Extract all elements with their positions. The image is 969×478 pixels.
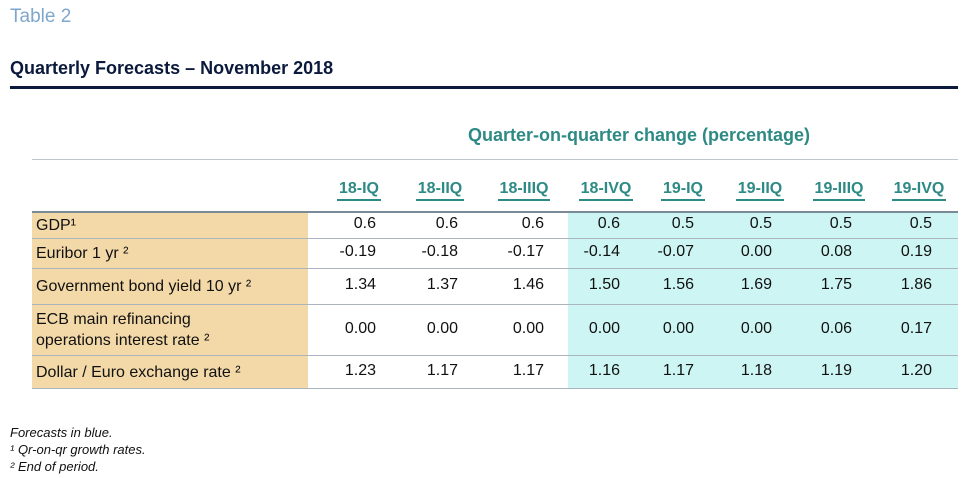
caption-divider [32, 159, 958, 160]
row-label-ecb: ECB main refinancing operations interest… [36, 309, 209, 351]
footnotes: Forecasts in blue. ¹ Qr-on-qr growth rat… [10, 424, 146, 475]
table-cell: -0.18 [421, 243, 458, 260]
row-divider [32, 304, 958, 305]
table-cell: 1.56 [662, 276, 694, 293]
table-cell: 0.6 [597, 215, 620, 232]
table-cell: 1.17 [662, 362, 694, 379]
table-cell: 1.20 [900, 362, 932, 379]
footnote-forecasts: Forecasts in blue. [10, 425, 113, 440]
column-header-19-iq: 19-IQ [646, 180, 720, 201]
table-bottom-rule [32, 388, 958, 389]
column-header-19-iiq: 19-IIQ [722, 180, 798, 201]
table-cell: -0.17 [507, 243, 544, 260]
table-cell: 0.5 [749, 215, 772, 232]
row-label-dollar-euro: Dollar / Euro exchange rate ² [36, 364, 241, 381]
row-divider [32, 238, 958, 239]
row-label-background [32, 212, 308, 388]
column-header-19-ivq: 19-IVQ [880, 180, 958, 201]
table-cell: 1.16 [588, 362, 620, 379]
row-divider [32, 355, 958, 356]
row-label-line: operations interest rate ² [36, 332, 210, 349]
row-label-euribor: Euribor 1 yr ² [36, 245, 129, 262]
table-cell: -0.07 [657, 243, 694, 260]
table-cell: 1.17 [512, 362, 544, 379]
table-cell: 1.34 [344, 276, 376, 293]
column-header-18-iq: 18-IQ [320, 180, 398, 201]
table-cell: -0.14 [583, 243, 620, 260]
table-cell: 0.06 [820, 320, 852, 337]
table-cell: 1.19 [820, 362, 852, 379]
table-cell: 1.69 [740, 276, 772, 293]
footnote-2: ² End of period. [10, 459, 99, 474]
row-divider [32, 268, 958, 269]
table-cell: 1.18 [740, 362, 772, 379]
row-label-line: ECB main refinancing [36, 311, 191, 328]
column-header-18-ivq: 18-IVQ [568, 180, 644, 201]
table-cell: 0.00 [512, 320, 544, 337]
table-cell: 0.19 [900, 243, 932, 260]
table-cell: 1.17 [426, 362, 458, 379]
table-top-rule [32, 211, 958, 213]
table-cell: 1.46 [512, 276, 544, 293]
table-cell: 0.6 [435, 215, 458, 232]
table-cell: 0.6 [353, 215, 376, 232]
table-caption: Quarter-on-quarter change (percentage) [467, 125, 811, 145]
table-cell: 1.86 [900, 276, 932, 293]
row-label-gdp: GDP¹ [36, 217, 76, 234]
table-cell: 0.00 [588, 320, 620, 337]
table-cell: -0.19 [339, 243, 376, 260]
page-title: Quarterly Forecasts – November 2018 [10, 58, 334, 78]
column-header-19-iiiq: 19-IIIQ [800, 180, 878, 201]
table-cell: 0.5 [909, 215, 932, 232]
table-cell: 0.00 [344, 320, 376, 337]
table-cell: 0.08 [820, 243, 852, 260]
footnote-1: ¹ Qr-on-qr growth rates. [10, 442, 146, 457]
table-number: Table 2 [10, 6, 72, 27]
table-cell: 0.00 [426, 320, 458, 337]
table-cell: 0.00 [662, 320, 694, 337]
table-cell: 0.00 [740, 243, 772, 260]
table-cell: 0.00 [740, 320, 772, 337]
table-cell: 1.75 [820, 276, 852, 293]
table-cell: 0.17 [900, 320, 932, 337]
table-cell: 1.50 [588, 276, 620, 293]
forecast-background [568, 212, 958, 388]
title-divider [10, 86, 958, 89]
table-cell: 0.5 [829, 215, 852, 232]
table-cell: 1.23 [344, 362, 376, 379]
column-header-18-iiiq: 18-IIIQ [482, 180, 566, 201]
table-cell: 0.6 [521, 215, 544, 232]
row-label-government-bond: Government bond yield 10 yr ² [36, 278, 252, 295]
column-header-18-iiq: 18-IIQ [400, 180, 480, 201]
table-cell: 0.5 [671, 215, 694, 232]
table-cell: 1.37 [426, 276, 458, 293]
